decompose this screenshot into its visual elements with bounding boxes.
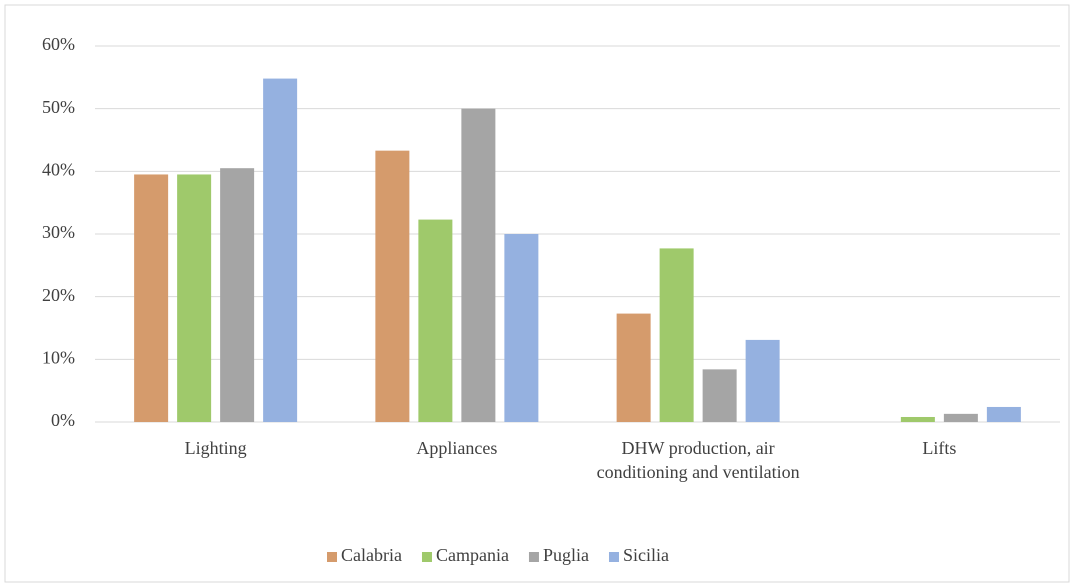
y-tick-label: 30% xyxy=(42,222,75,242)
bar xyxy=(375,150,410,423)
legend-swatch xyxy=(608,552,619,562)
legend-label: Calabria xyxy=(341,545,402,565)
bar xyxy=(177,174,212,422)
legend-label: Campania xyxy=(436,545,509,565)
x-tick-label: Lifts xyxy=(922,438,957,458)
y-tick-label: 10% xyxy=(42,347,75,367)
bar xyxy=(461,108,496,423)
bar xyxy=(220,168,255,422)
legend-swatch xyxy=(528,552,539,562)
bar xyxy=(616,313,651,422)
x-tick-label: Lighting xyxy=(184,438,247,458)
bar xyxy=(745,339,780,422)
y-tick-label: 20% xyxy=(42,285,75,305)
legend-label: Sicilia xyxy=(623,545,669,565)
bar xyxy=(263,78,298,422)
legend-label: Puglia xyxy=(543,545,589,565)
x-tick-label: Appliances xyxy=(416,438,498,458)
bar xyxy=(134,174,169,422)
bar xyxy=(900,416,935,422)
bar xyxy=(418,219,453,422)
bar xyxy=(702,369,737,422)
x-tick-label: DHW production, air conditioning and ven… xyxy=(596,438,800,482)
legend-swatch xyxy=(421,552,432,562)
bar xyxy=(659,248,694,422)
bar xyxy=(986,406,1021,422)
y-tick-label: 60% xyxy=(42,34,75,54)
y-tick-label: 0% xyxy=(51,410,75,430)
bar xyxy=(943,413,978,422)
y-tick-label: 40% xyxy=(42,159,75,179)
y-tick-label: 50% xyxy=(42,97,75,117)
bar xyxy=(504,234,539,422)
legend-swatch xyxy=(327,552,337,562)
